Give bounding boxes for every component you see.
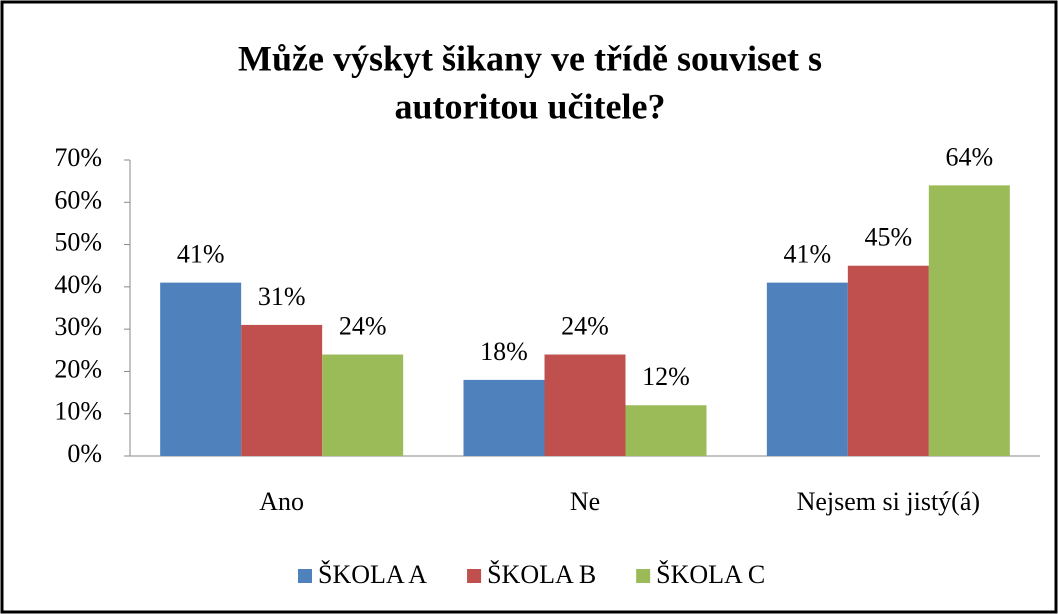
legend-label: ŠKOLA C <box>656 560 765 589</box>
legend-swatch <box>636 569 651 583</box>
data-label: 41% <box>177 240 225 269</box>
bar <box>847 265 929 456</box>
data-label: 45% <box>864 223 912 252</box>
y-tick-label: 20% <box>54 354 102 383</box>
y-tick-label: 50% <box>54 228 102 257</box>
x-tick-label: Ano <box>259 487 304 516</box>
y-tick-label: 10% <box>54 397 102 426</box>
legend-swatch <box>298 569 312 583</box>
bar <box>766 282 848 456</box>
data-label: 64% <box>945 142 993 171</box>
bar <box>928 185 1010 456</box>
x-tick-label: Ne <box>570 487 600 516</box>
y-tick-label: 60% <box>54 185 102 214</box>
legend-label: ŠKOLA A <box>318 560 427 589</box>
bar <box>241 324 323 456</box>
bar <box>322 354 404 456</box>
data-label: 24% <box>561 311 609 340</box>
bar <box>160 282 242 456</box>
y-tick-label: 0% <box>67 439 102 468</box>
data-label: 31% <box>258 282 306 311</box>
bar <box>463 379 545 456</box>
data-label: 18% <box>480 337 528 366</box>
data-label: 24% <box>339 311 387 340</box>
y-tick-label: 70% <box>54 143 102 172</box>
data-label: 12% <box>642 362 690 391</box>
data-label: 41% <box>783 240 831 269</box>
chart-title: Může výskyt šikany ve třídě souviset s <box>238 38 822 78</box>
y-tick-label: 40% <box>54 270 102 299</box>
y-tick-label: 30% <box>54 312 102 341</box>
x-tick-label: Nejsem si jistý(á) <box>797 487 980 516</box>
legend-label: ŠKOLA B <box>487 560 596 589</box>
bar <box>544 354 626 456</box>
chart-title: autoritou učitele? <box>395 86 666 126</box>
legend-swatch <box>467 569 482 583</box>
bar <box>625 405 707 456</box>
